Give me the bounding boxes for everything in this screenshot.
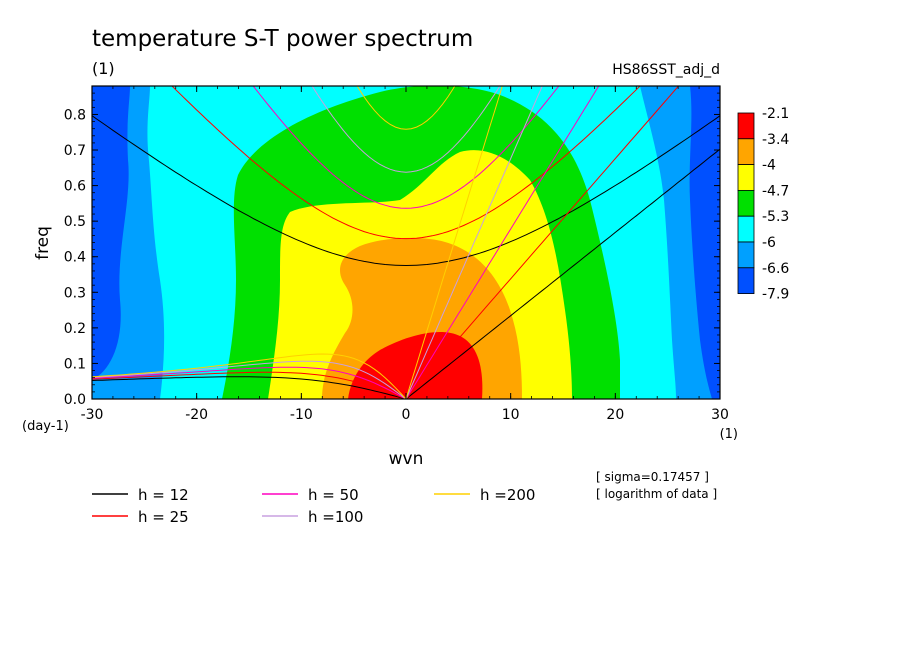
y-axis-label: freq <box>33 226 53 260</box>
field-level-7 <box>348 331 483 399</box>
colorbar-label: -6 <box>762 235 776 251</box>
colorbar-swatch <box>737 112 755 140</box>
y-tick-label: 0.8 <box>64 107 86 123</box>
colorbar: -2.1 -3.4 -4 -4.7 -5.3 -6 -6.6 -7.9 <box>737 106 789 303</box>
colorbar-swatch <box>737 189 755 217</box>
chart-subtitle-right: HS86SST_adj_d <box>612 62 720 78</box>
x-tick-label: 20 <box>606 407 624 423</box>
legend: h = 12 h = 25 h = 50 h =100 h =200 <box>92 486 535 526</box>
rossby-curve <box>92 353 407 399</box>
colorbar-label: -4.7 <box>762 183 789 199</box>
y-tick-label: 0.7 <box>64 143 86 159</box>
colorbar-swatch <box>737 215 755 243</box>
y-tick-label: 0.3 <box>64 285 86 301</box>
colorbar-swatch <box>737 138 755 166</box>
colorbar-label: -6.6 <box>762 261 789 277</box>
y-tick-label: 0.1 <box>64 356 86 372</box>
kelvin-curve <box>405 86 600 399</box>
y-tick-label: 0.4 <box>64 250 86 266</box>
x-tick-label: 10 <box>502 407 520 423</box>
kelvin-curve <box>405 86 680 399</box>
y-tick-label: 0.0 <box>64 392 86 408</box>
gravity-wave-curve <box>92 115 720 267</box>
chart-title: temperature S-T power spectrum <box>92 26 473 52</box>
y-tick-label: 0.6 <box>64 179 86 195</box>
y-tick-label: 0.2 <box>64 321 86 337</box>
colorbar-swatch <box>737 164 755 191</box>
colorbar-label: -3.4 <box>762 132 789 148</box>
rossby-curve <box>92 376 407 399</box>
colorbar-label: -5.3 <box>762 209 789 225</box>
colorbar-label: -7.9 <box>762 287 789 303</box>
colorbar-label: -2.1 <box>762 106 789 122</box>
x-tick-label: 0 <box>402 407 411 423</box>
x-tick-label: 30 <box>711 407 729 423</box>
x-axis-unit: (1) <box>720 427 738 442</box>
colorbar-swatch <box>737 241 755 269</box>
gravity-wave-curve <box>171 86 641 240</box>
x-axis-label: wvn <box>389 449 424 469</box>
x-tick-label: -20 <box>185 407 208 423</box>
kelvin-curve <box>405 148 720 399</box>
x-tick-label: -30 <box>81 407 104 423</box>
gravity-wave-curve <box>356 86 456 130</box>
colorbar-swatch <box>737 267 755 294</box>
gravity-wave-curve <box>252 86 560 209</box>
legend-label: h = 50 <box>308 486 359 504</box>
plot-area: -30 -20 -10 0 10 20 30 0.00.10.20.30.40.50.60.… <box>64 85 729 423</box>
x-axis-ticks: -30 -20 -10 0 10 20 30 <box>81 86 729 423</box>
dispersion-curves <box>92 86 720 399</box>
rossby-curve <box>92 366 407 399</box>
legend-label: h = 12 <box>138 486 189 504</box>
legend-label: h = 25 <box>138 508 189 526</box>
y-axis-ticks: 0.0 0.1 0.2 0.3 0.4 0.5 0.6 0.7 0.8 <box>64 85 720 408</box>
rossby-curve <box>92 360 407 399</box>
x-tick-label: -10 <box>290 407 313 423</box>
kelvin-curve <box>405 86 503 399</box>
note-logarithm: [ logarithm of data ] <box>596 487 717 501</box>
rossby-curve <box>92 371 407 399</box>
gravity-wave-curve <box>311 86 501 173</box>
chart-subtitle-left: (1) <box>92 59 115 78</box>
legend-label: h =100 <box>308 508 363 526</box>
colorbar-label: -4 <box>762 158 776 174</box>
kelvin-curve <box>405 86 543 399</box>
legend-label: h =200 <box>480 486 535 504</box>
note-sigma: [ sigma=0.17457 ] <box>596 470 709 484</box>
y-axis-unit: (day-1) <box>22 419 69 434</box>
y-tick-label: 0.5 <box>64 214 86 230</box>
